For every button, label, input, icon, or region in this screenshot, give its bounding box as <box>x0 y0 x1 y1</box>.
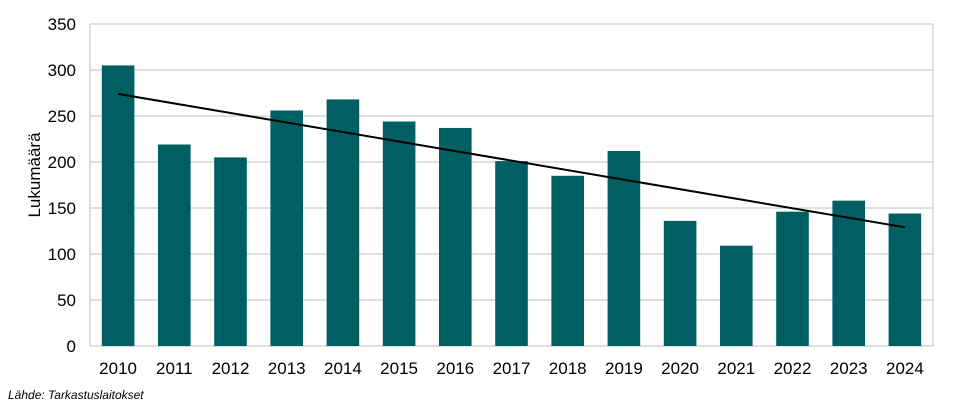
bar-2019 <box>607 150 641 346</box>
bars <box>101 65 922 347</box>
x-axis-ticks: 2010 2011 2012 2013 2014 2015 2016 2017 2018 2019… <box>99 359 924 378</box>
bar-2018 <box>551 175 584 346</box>
y-axis-label: Lukumäärä <box>25 132 44 218</box>
x-tick-label: 2019 <box>605 359 643 378</box>
x-tick-label: 2023 <box>830 359 868 378</box>
bar-2015 <box>382 121 416 347</box>
y-tick-label: 200 <box>48 153 76 172</box>
trendline <box>117 92 906 229</box>
x-tick-label: 2017 <box>493 359 531 378</box>
bar-2017 <box>495 161 528 346</box>
x-tick-label: 2012 <box>212 359 250 378</box>
bar-2023 <box>832 200 865 346</box>
y-tick-label: 0 <box>67 337 76 356</box>
bar-2011 <box>158 144 191 346</box>
bar-2020 <box>663 220 697 346</box>
y-tick-label: 300 <box>48 61 76 80</box>
bar-2024 <box>888 213 922 346</box>
y-tick-label: 250 <box>48 107 76 126</box>
x-tick-label: 2010 <box>99 359 137 378</box>
y-tick-label: 350 <box>48 15 76 34</box>
x-tick-label: 2015 <box>380 359 418 378</box>
x-tick-label: 2022 <box>774 359 812 378</box>
x-tick-label: 2011 <box>156 359 193 378</box>
x-tick-label: 2024 <box>886 359 924 378</box>
bar-2010 <box>101 65 135 347</box>
x-tick-label: 2018 <box>549 359 587 378</box>
x-tick-label: 2013 <box>268 359 306 378</box>
bar-2012 <box>214 157 247 346</box>
y-tick-label: 50 <box>57 291 76 310</box>
bar-2022 <box>776 211 809 346</box>
y-axis-ticks: 0 50 100 150 200 250 300 350 <box>48 15 76 356</box>
x-tick-label: 2021 <box>717 359 755 378</box>
bar-2016 <box>439 127 472 347</box>
trend-line <box>117 92 906 229</box>
y-tick-label: 100 <box>48 245 76 264</box>
bar-2021 <box>720 245 753 346</box>
bar-2014 <box>326 99 360 346</box>
x-tick-label: 2020 <box>661 359 699 378</box>
x-tick-label: 2014 <box>324 359 362 378</box>
source-note: Lähde: Tarkastuslaitokset <box>8 388 144 402</box>
bar-2013 <box>270 110 303 346</box>
x-tick-label: 2016 <box>436 359 474 378</box>
y-tick-label: 150 <box>48 199 76 218</box>
